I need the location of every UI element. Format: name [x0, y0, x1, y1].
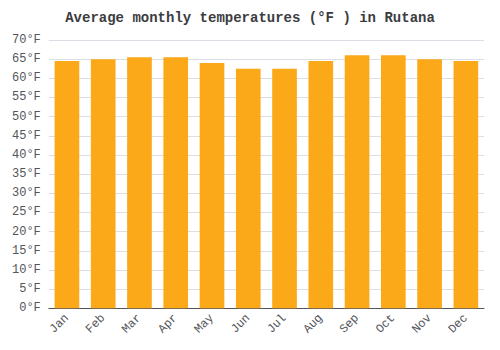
svg-text:5°F: 5°F [19, 282, 41, 296]
svg-text:65°F: 65°F [12, 52, 41, 66]
svg-text:30°F: 30°F [12, 186, 41, 200]
svg-text:35°F: 35°F [12, 167, 41, 181]
svg-text:55°F: 55°F [12, 90, 41, 104]
svg-text:Oct: Oct [373, 311, 398, 336]
svg-text:25°F: 25°F [12, 205, 41, 219]
svg-text:Apr: Apr [156, 311, 181, 336]
svg-text:Dec: Dec [446, 311, 471, 336]
svg-text:20°F: 20°F [12, 225, 41, 239]
svg-text:Nov: Nov [409, 311, 434, 336]
svg-text:0°F: 0°F [19, 301, 41, 315]
svg-text:45°F: 45°F [12, 129, 41, 143]
svg-text:Mar: Mar [119, 311, 144, 336]
svg-text:Sep: Sep [337, 311, 362, 336]
svg-text:15°F: 15°F [12, 244, 41, 258]
svg-text:Jun: Jun [228, 311, 253, 336]
svg-text:May: May [192, 311, 217, 336]
svg-text:Average monthly temperatures (: Average monthly temperatures (°F ) in Ru… [65, 10, 435, 26]
svg-text:40°F: 40°F [12, 148, 41, 162]
svg-text:Feb: Feb [83, 311, 108, 336]
svg-text:60°F: 60°F [12, 71, 41, 85]
svg-text:Jul: Jul [264, 311, 289, 336]
svg-text:50°F: 50°F [12, 110, 41, 124]
svg-text:70°F: 70°F [12, 33, 41, 47]
svg-text:10°F: 10°F [12, 263, 41, 277]
svg-text:Aug: Aug [301, 311, 326, 336]
svg-text:Jan: Jan [47, 311, 72, 336]
